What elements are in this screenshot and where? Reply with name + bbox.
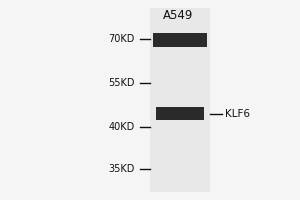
Text: 70KD: 70KD [109, 34, 135, 44]
Text: A549: A549 [163, 9, 194, 22]
Bar [153, 33, 207, 47]
Text: 40KD: 40KD [109, 122, 135, 132]
Bar [150, 8, 210, 192]
Text: KLF6: KLF6 [225, 109, 250, 119]
Bar [156, 107, 204, 120]
Text: 55KD: 55KD [109, 78, 135, 88]
Text: 35KD: 35KD [109, 164, 135, 174]
